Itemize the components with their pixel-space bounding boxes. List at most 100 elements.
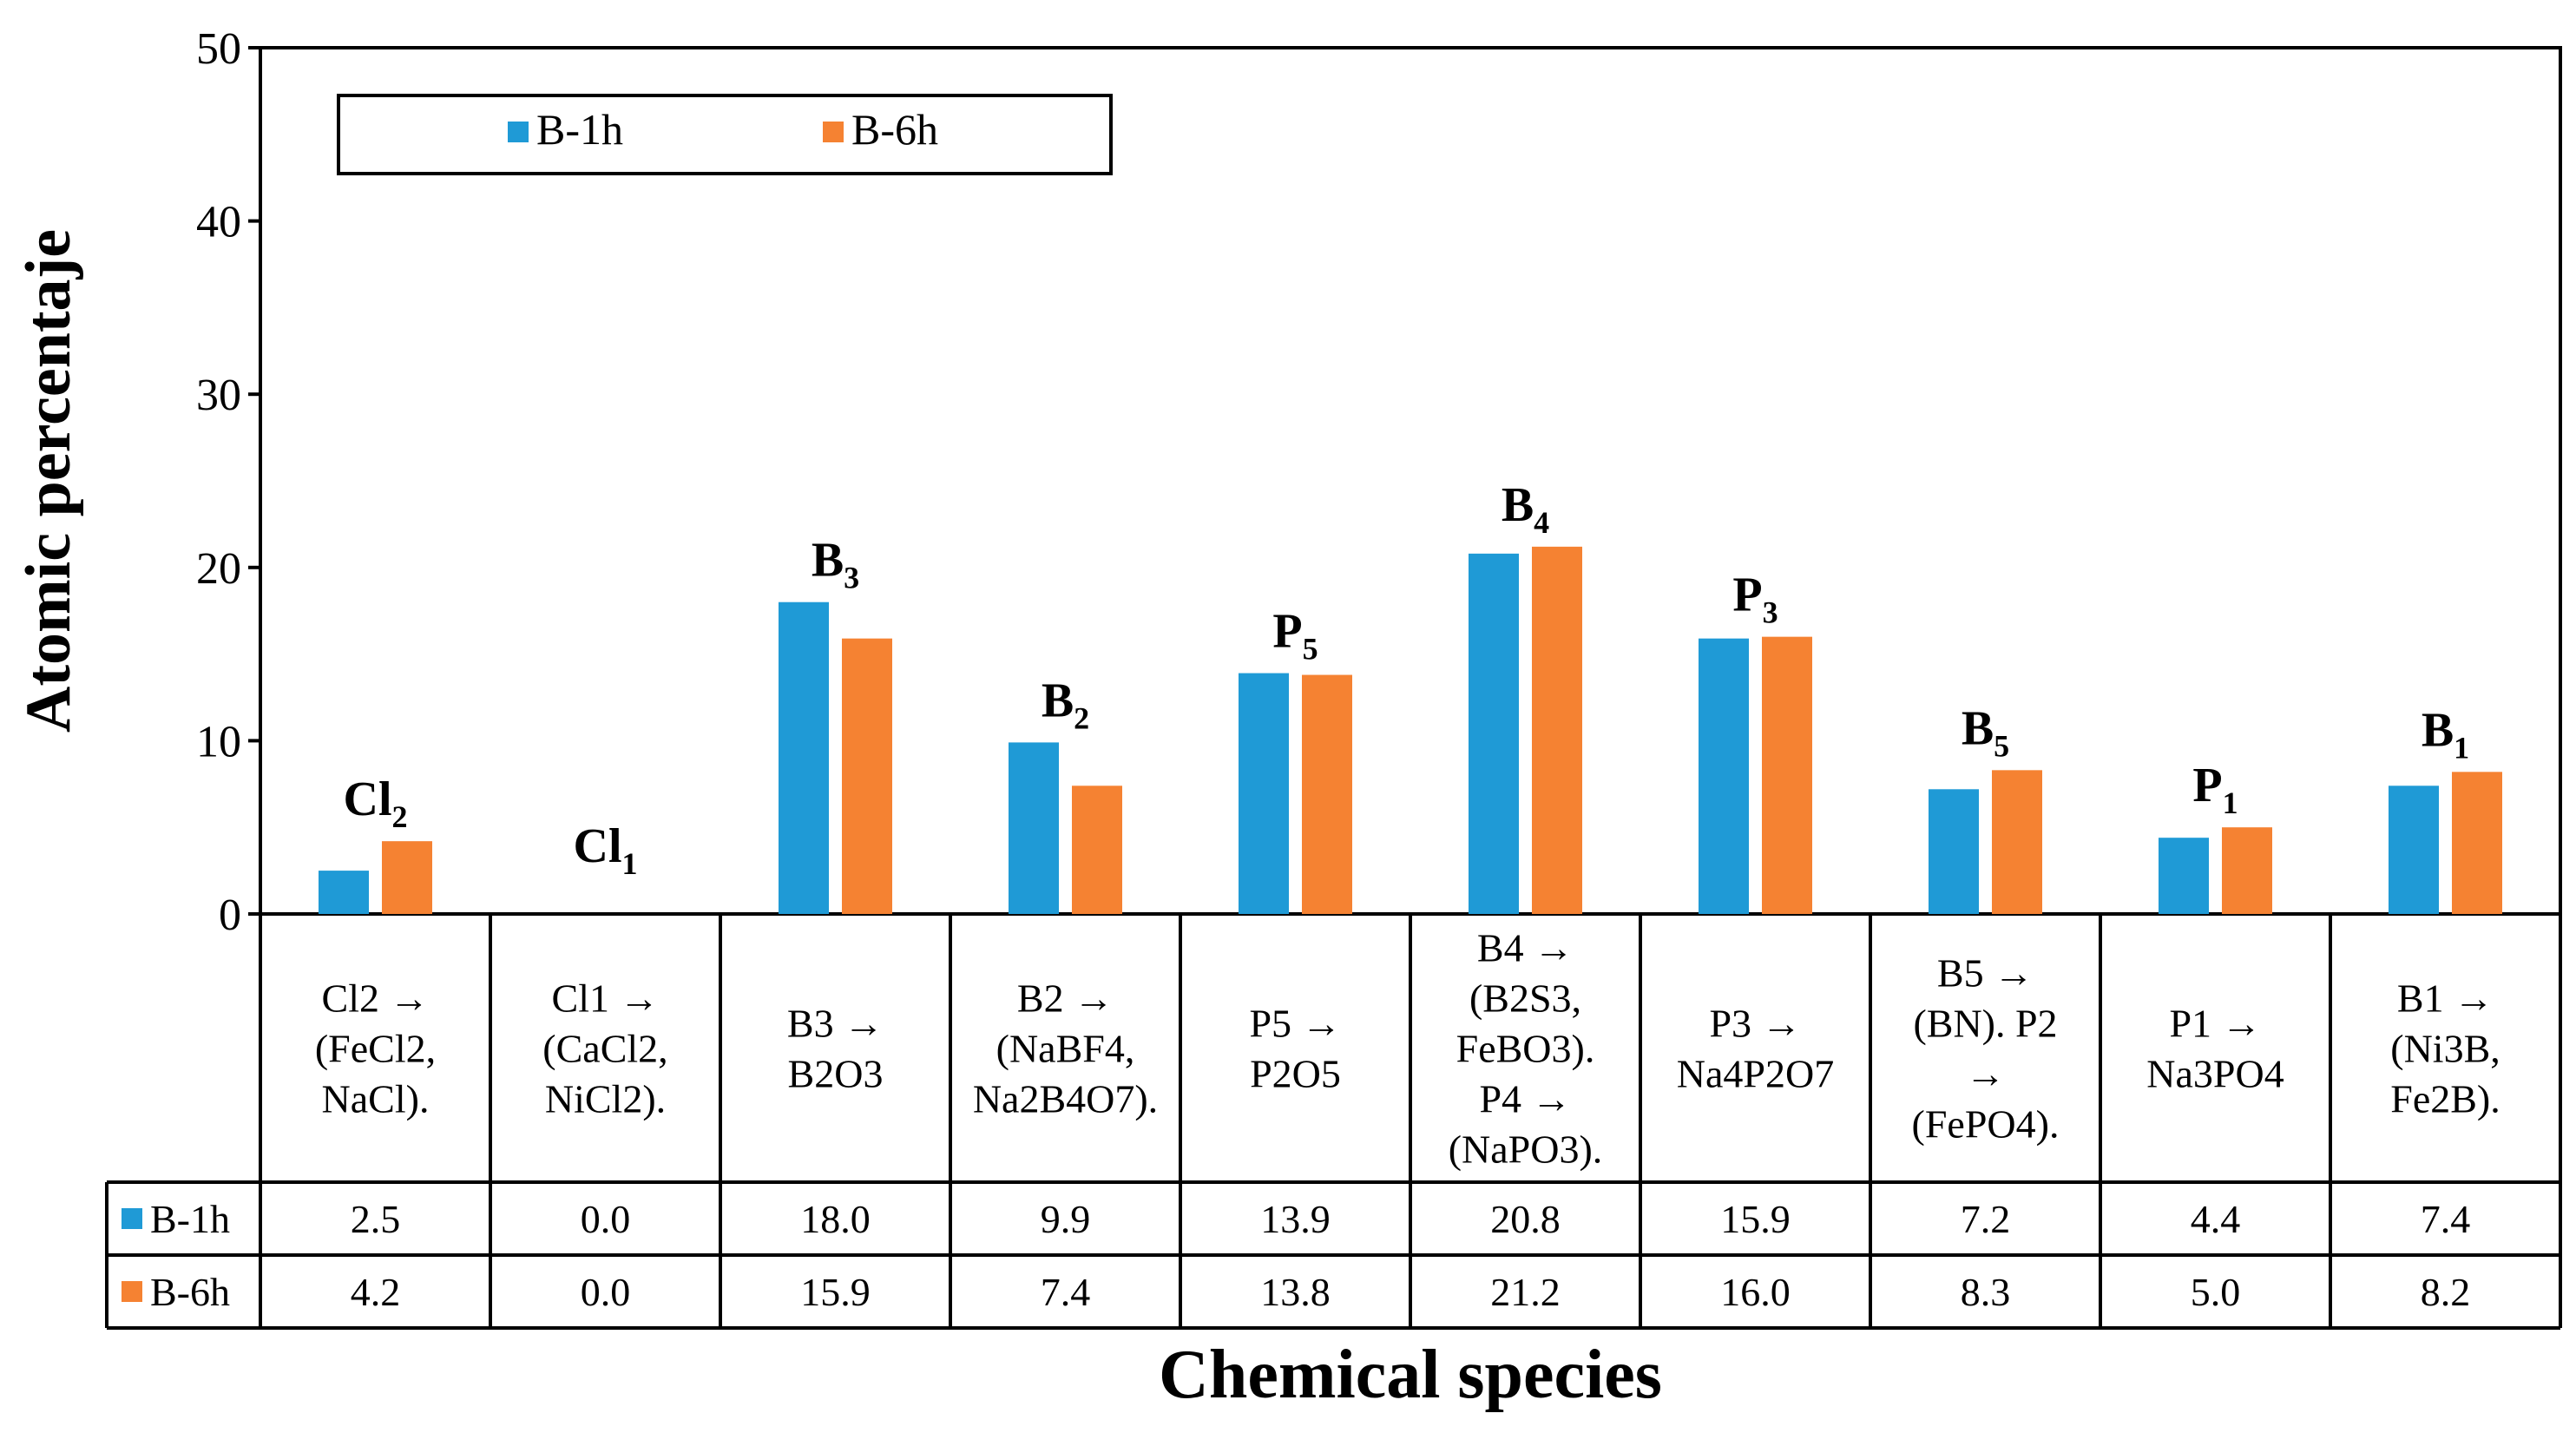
table-category-text: B4 → (B2S3, FeBO3). P4 → (NaPO3). <box>1449 926 1603 1172</box>
category-label: P3 <box>1732 569 1778 630</box>
table-category-text: B1 → (Ni3B, Fe2B). <box>2390 976 2500 1121</box>
x-axis-title: Chemical species <box>1159 1337 1662 1413</box>
table-value: 15.9 <box>800 1270 871 1314</box>
table-value: 18.0 <box>800 1197 871 1241</box>
category-label-subscript: 5 <box>1303 632 1318 667</box>
bar-b1h <box>779 601 829 914</box>
table-category-line: (BN). P2 <box>1913 1002 2057 1046</box>
bar-b1h <box>2159 838 2209 914</box>
y-tick-label: 50 <box>196 24 241 74</box>
table-category-line: (CaCl2, <box>542 1027 667 1071</box>
table-series-name: B-1h <box>150 1197 230 1241</box>
category-label-subscript: 4 <box>1534 505 1549 540</box>
table-value: 0.0 <box>581 1270 631 1314</box>
table-category-line: Na4P2O7 <box>1677 1052 1834 1096</box>
bar-b1h <box>1699 638 1749 914</box>
bar-b6h <box>1072 786 1122 914</box>
y-tick-label: 10 <box>196 717 241 766</box>
category-label: B3 <box>812 534 859 595</box>
table-category-line: B1 → <box>2397 976 2494 1021</box>
table-category-line: (B2S3, <box>1469 976 1581 1021</box>
table-value: 8.2 <box>2421 1270 2471 1314</box>
bar-b1h <box>1469 553 1519 914</box>
table-value: 7.4 <box>1041 1270 1091 1314</box>
table-value: 16.0 <box>1720 1270 1791 1314</box>
table-key-swatch <box>122 1281 142 1302</box>
bar-b1h <box>1239 673 1289 914</box>
table-category-line: Cl2 → <box>322 976 430 1021</box>
table-category-text: Cl1 → (CaCl2, NiCl2). <box>542 976 667 1121</box>
table-category-line: P3 → <box>1709 1002 1801 1046</box>
table-value: 15.9 <box>1720 1197 1791 1241</box>
category-label-subscript: 1 <box>2223 786 2238 820</box>
category-label: B5 <box>1962 701 2009 763</box>
table-value: 8.3 <box>1961 1270 2011 1314</box>
table-value: 13.9 <box>1260 1197 1331 1241</box>
y-tick-label: 40 <box>196 198 241 247</box>
category-label: P1 <box>2192 759 2238 820</box>
category-label-subscript: 1 <box>2454 730 2469 765</box>
legend-label-b1h: B-1h <box>536 105 623 154</box>
legend-swatch-b1h <box>508 122 529 142</box>
table-category-text: P1 → Na3PO4 <box>2146 1002 2284 1096</box>
table-category-line: (FeCl2, <box>315 1027 436 1071</box>
table-category-line: B5 → <box>1937 951 2034 996</box>
table-category-line: B2 → <box>1017 976 1114 1021</box>
table-category-line: B3 → <box>787 1002 884 1046</box>
table-category-line: P2O5 <box>1250 1052 1341 1096</box>
table-category-line: NaCl). <box>322 1077 430 1121</box>
category-label-subscript: 2 <box>392 799 408 834</box>
table-value: 7.4 <box>2421 1197 2471 1241</box>
category-label: Cl2 <box>344 772 408 834</box>
category-label: Cl1 <box>574 819 638 881</box>
table-category-line: B2O3 <box>788 1052 884 1096</box>
table-value: 20.8 <box>1490 1197 1561 1241</box>
bar-b1h <box>1009 742 1059 914</box>
category-label-subscript: 2 <box>1074 700 1089 735</box>
category-label: B1 <box>2422 703 2469 765</box>
category-label: P5 <box>1272 605 1318 667</box>
bar-b6h <box>1532 546 1582 914</box>
table-value: 13.8 <box>1260 1270 1331 1314</box>
table-category-text: Cl2 → (FeCl2, NaCl). <box>315 976 436 1121</box>
table-value: 9.9 <box>1041 1197 1091 1241</box>
category-label-symbol: B <box>812 534 844 588</box>
category-label-symbol: B <box>1502 478 1534 532</box>
table-category-line: (NaPO3). <box>1449 1127 1603 1172</box>
bar-b6h <box>382 841 432 914</box>
table-category-text: B3 → B2O3 <box>787 1002 884 1096</box>
table-value: 21.2 <box>1490 1270 1561 1314</box>
category-label-symbol: Cl <box>574 819 622 873</box>
category-label-subscript: 1 <box>622 846 638 881</box>
table-value: 4.4 <box>2191 1197 2241 1241</box>
category-label-subscript: 3 <box>1763 595 1778 630</box>
category-label-symbol: P <box>1272 605 1302 659</box>
bar-b6h <box>1992 770 2042 914</box>
bar-b6h <box>1302 674 1352 914</box>
table-category-line: Fe2B). <box>2390 1077 2500 1121</box>
category-label-subscript: 5 <box>1994 728 2009 763</box>
table-category-line: P5 → <box>1249 1002 1341 1046</box>
table-category-text: B2 → (NaBF4, Na2B4O7). <box>973 976 1158 1121</box>
y-tick-label: 30 <box>196 371 241 420</box>
table-category-line: Cl1 → <box>552 976 660 1021</box>
table-category-line: FeBO3). <box>1456 1027 1595 1071</box>
table-key-swatch <box>122 1208 142 1229</box>
table-category-line: Na3PO4 <box>2146 1052 2284 1096</box>
bar-b1h <box>2389 786 2439 914</box>
category-label-symbol: B <box>1962 701 1994 755</box>
category-label-symbol: B <box>2422 703 2454 757</box>
legend-box <box>337 94 1113 175</box>
table-series-name: B-6h <box>150 1270 230 1314</box>
y-axis-title: Atomic percentaje <box>13 229 84 733</box>
bar-b6h <box>2222 827 2272 914</box>
table-value: 5.0 <box>2191 1270 2241 1314</box>
bar-b6h <box>2452 772 2502 914</box>
legend-swatch-b6h <box>823 122 844 142</box>
category-label: B2 <box>1042 674 1089 735</box>
bar-b6h <box>842 638 892 914</box>
table-category-line: (NaBF4, <box>996 1027 1135 1071</box>
table-category-text: P3 → Na4P2O7 <box>1677 1002 1834 1096</box>
table-category-line: P4 → <box>1479 1077 1571 1121</box>
